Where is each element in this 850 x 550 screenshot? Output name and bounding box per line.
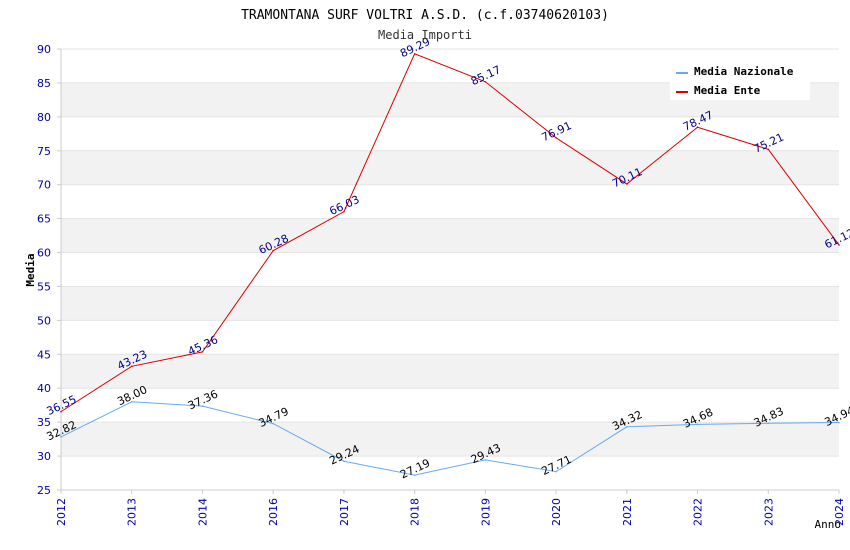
y-tick-labels: 25 30 35 40 45 50 55 60 65 70 75 80 85 90 <box>37 43 61 497</box>
data-point-media-nazionale <box>413 474 416 476</box>
data-point-media-ente <box>201 351 204 353</box>
legend-box <box>670 60 810 100</box>
data-point-media-ente <box>413 53 416 55</box>
x-tick-label: 2023 <box>762 498 775 526</box>
data-point-media-nazionale <box>626 425 628 428</box>
data-point-media-nazionale <box>838 421 840 424</box>
data-point-media-nazionale <box>130 401 133 403</box>
y-tick-label: 90 <box>37 43 51 56</box>
x-tick-label: 2022 <box>692 498 705 526</box>
legend-label-media-ente: Media Ente <box>694 84 761 97</box>
chart-subtitle: Media Importi <box>378 28 472 42</box>
y-tick-label: 55 <box>37 280 51 293</box>
grid-band <box>61 150 839 185</box>
grid-band <box>61 422 839 457</box>
data-point-media-nazionale <box>767 422 770 425</box>
x-tick-label: 2012 <box>55 498 68 526</box>
data-point-media-ente <box>484 80 487 83</box>
data-point-media-nazionale <box>484 459 487 461</box>
x-tick-label: 2017 <box>338 498 351 526</box>
grid-lines <box>61 48 839 491</box>
data-point-media-ente <box>343 210 345 213</box>
y-tick-label: 70 <box>37 179 51 192</box>
data-point-media-nazionale <box>60 436 62 438</box>
axes <box>60 49 839 491</box>
data-point-media-ente <box>696 126 699 129</box>
legend-label-media-nazionale: Media Nazionale <box>694 65 794 78</box>
grid-band <box>61 320 839 355</box>
legend: Media Nazionale Media Ente <box>670 60 810 100</box>
y-tick-label: 80 <box>37 111 51 124</box>
x-axis-label: Anno <box>815 518 842 531</box>
x-tick-label: 2024 <box>833 498 846 526</box>
y-tick-label: 25 <box>37 484 51 497</box>
grid-band <box>61 388 839 423</box>
y-tick-label: 85 <box>37 77 51 90</box>
data-point-media-nazionale <box>343 460 345 463</box>
grid-band <box>61 354 839 389</box>
data-point-media-nazionale <box>696 423 699 426</box>
y-tick-label: 40 <box>37 382 51 395</box>
grid-band <box>61 456 839 490</box>
x-tick-label: 2014 <box>196 498 209 526</box>
chart-title: TRAMONTANA SURF VOLTRI A.S.D. (c.f.03740… <box>241 8 609 23</box>
x-tick-label: 2019 <box>479 498 492 526</box>
data-point-media-nazionale <box>272 422 274 425</box>
series-line-media-nazionale <box>60 401 840 476</box>
y-tick-label: 65 <box>37 213 51 226</box>
data-point-media-ente <box>767 148 770 151</box>
y-tick-label: 45 <box>37 348 51 361</box>
x-tick-label: 2018 <box>409 498 422 526</box>
data-point-media-ente <box>838 244 840 246</box>
grid-band <box>61 252 839 287</box>
grid-band <box>61 184 839 219</box>
x-tick-labels: 2012 2013 2014 2016 2017 2018 2019 2020 2021 2022… <box>55 490 846 526</box>
x-tick-label: 2013 <box>126 498 139 526</box>
data-point-media-ente <box>555 137 557 139</box>
data-point-media-ente <box>626 183 628 185</box>
y-tick-label: 75 <box>37 145 51 158</box>
y-axis-label: Media <box>24 253 37 286</box>
x-tick-label: 2021 <box>621 498 634 526</box>
data-point-media-ente <box>272 249 274 252</box>
data-point-media-nazionale <box>201 405 204 407</box>
series-line-media-ente <box>60 53 840 413</box>
x-tick-label: 2020 <box>550 498 563 526</box>
y-tick-label: 30 <box>37 450 51 463</box>
y-tick-label: 60 <box>37 247 51 260</box>
data-point-media-ente <box>130 365 133 368</box>
data-point-media-nazionale <box>555 470 557 473</box>
y-tick-label: 50 <box>37 314 51 327</box>
x-tick-label: 2016 <box>267 498 280 526</box>
grid-band <box>61 218 839 253</box>
y-tick-label: 35 <box>37 416 51 429</box>
data-point-media-ente <box>60 410 62 413</box>
grid-band <box>61 286 839 321</box>
series-lines <box>60 53 840 476</box>
grid-band <box>61 116 839 151</box>
